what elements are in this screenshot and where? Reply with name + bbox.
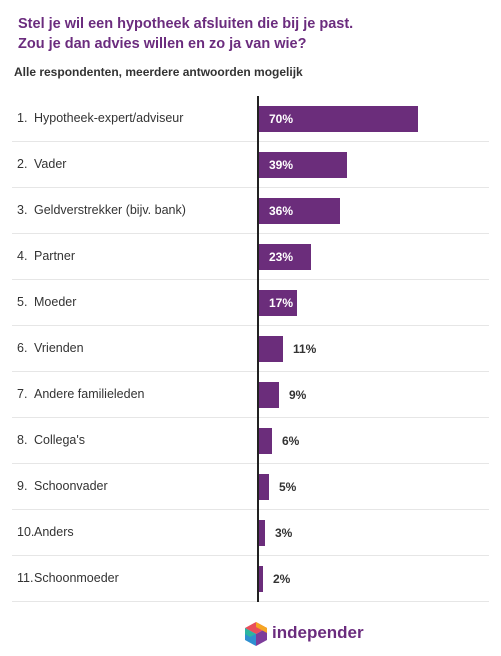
chart-title-line-1: Stel je wil een hypotheek afsluiten die … [18, 16, 354, 32]
data-label: 9% [289, 388, 307, 402]
data-label: 6% [282, 434, 300, 448]
data-label: 11% [293, 342, 317, 356]
data-label: 36% [269, 204, 294, 218]
bar [258, 290, 297, 316]
category-label: Anders [34, 525, 74, 539]
data-label: 5% [279, 480, 297, 494]
row-number: 2. [17, 157, 28, 171]
table-row: 3. Geldverstrekker (bijv. bank) 36% [0, 188, 501, 234]
chart-title: Stel je wil een hypotheek afsluiten die … [18, 14, 488, 54]
table-row: 10. Anders 3% [0, 510, 501, 556]
table-row: 4. Partner 23% [0, 234, 501, 280]
row-number: 7. [17, 387, 28, 401]
row-separator [12, 509, 489, 510]
category-label: Vader [34, 157, 67, 171]
row-separator [12, 141, 489, 142]
row-separator [12, 371, 489, 372]
category-label: Geldverstrekker (bijv. bank) [34, 203, 186, 217]
table-row: 5. Moeder 17% [0, 280, 501, 326]
brand-name: independer [272, 623, 364, 642]
row-separator [12, 601, 489, 602]
row-separator [12, 233, 489, 234]
data-label: 39% [269, 158, 294, 172]
category-label: Andere familieleden [34, 387, 145, 401]
category-label: Moeder [34, 295, 77, 309]
row-number: 10. [17, 525, 35, 539]
bar [258, 336, 283, 362]
table-row: 1. Hypotheek-expert/adviseur 70% [0, 96, 501, 142]
data-label: 3% [275, 526, 293, 540]
bar [258, 520, 265, 546]
data-label: 70% [269, 112, 294, 126]
category-label: Vrienden [34, 341, 84, 355]
category-label: Partner [34, 249, 75, 263]
bar [258, 474, 269, 500]
row-number: 11. [17, 571, 34, 585]
row-number: 1. [17, 111, 28, 125]
table-row: 8. Collega's 6% [0, 418, 501, 464]
category-label: Schoonvader [34, 479, 108, 493]
table-row: 7. Andere familieleden 9% [0, 372, 501, 418]
row-number: 9. [17, 479, 28, 493]
bar [258, 244, 311, 270]
table-row: 11. Schoonmoeder 2% [0, 556, 501, 602]
row-number: 6. [17, 341, 28, 355]
row-separator [12, 325, 489, 326]
row-separator [12, 463, 489, 464]
bar [258, 198, 340, 224]
table-row: 6. Vrienden 11% [0, 326, 501, 372]
category-label: Collega's [34, 433, 86, 447]
data-label: 23% [269, 250, 294, 264]
category-label: Schoonmoeder [34, 571, 119, 585]
row-number: 4. [17, 249, 28, 263]
row-separator [12, 555, 489, 556]
bar [258, 382, 279, 408]
data-label: 17% [269, 296, 294, 310]
bar [258, 152, 347, 178]
table-row: 9. Schoonvader 5% [0, 464, 501, 510]
bar [258, 428, 272, 454]
table-row: 2. Vader 39% [0, 142, 501, 188]
bar [258, 566, 263, 592]
data-label: 2% [273, 572, 291, 586]
chart-axis-line [257, 96, 259, 602]
row-separator [12, 279, 489, 280]
row-separator [12, 187, 489, 188]
chart-subtitle: Alle respondenten, meerdere antwoorden m… [14, 65, 303, 79]
bar [258, 106, 418, 132]
row-number: 8. [17, 433, 28, 447]
row-separator [12, 417, 489, 418]
chart-title-line-2: Zou je dan advies willen en zo ja van wi… [18, 36, 307, 52]
row-number: 5. [17, 295, 28, 309]
row-number: 3. [17, 203, 28, 217]
independer-logo-icon [245, 622, 267, 646]
category-label: Hypotheek-expert/adviseur [34, 111, 184, 125]
